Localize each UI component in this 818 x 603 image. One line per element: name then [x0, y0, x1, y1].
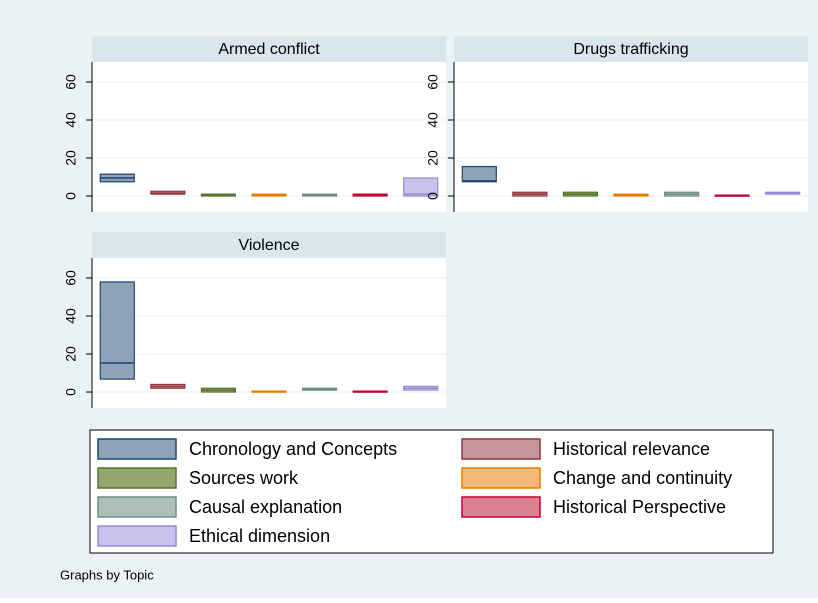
- plot-area: [454, 62, 808, 212]
- panel-title: Violence: [238, 237, 299, 254]
- legend-label: Change and continuity: [553, 468, 732, 488]
- legend-label: Chronology and Concepts: [189, 439, 397, 459]
- box: [461, 165, 497, 183]
- legend-swatch: [97, 438, 177, 460]
- y-tick-label: 40: [63, 308, 79, 324]
- plot-area: [92, 62, 446, 212]
- y-tick-label: 60: [425, 74, 441, 90]
- legend-label: Historical relevance: [553, 439, 710, 459]
- legend-swatch: [97, 525, 177, 547]
- panel-header: [454, 36, 808, 62]
- legend-swatch: [461, 496, 541, 518]
- legend-swatch: [461, 467, 541, 489]
- legend-label: Causal explanation: [189, 497, 342, 517]
- box: [403, 177, 439, 197]
- y-tick-label: 20: [425, 150, 441, 166]
- legend-box: [89, 429, 774, 554]
- y-tick-label: 0: [425, 192, 441, 200]
- note: Graphs by Topic: [60, 567, 154, 582]
- panel-header: [92, 36, 446, 62]
- panel-title: Drugs trafficking: [573, 41, 688, 58]
- legend-label: Ethical dimension: [189, 526, 330, 546]
- legend-swatch: [97, 467, 177, 489]
- legend-label: Historical Perspective: [553, 497, 726, 517]
- y-tick-label: 20: [63, 346, 79, 362]
- y-tick-label: 60: [63, 270, 79, 286]
- legend-swatch: [461, 438, 541, 460]
- legend-label: Sources work: [189, 468, 299, 488]
- y-tick-label: 40: [63, 112, 79, 128]
- y-tick-label: 0: [63, 192, 79, 200]
- box: [99, 281, 135, 380]
- y-tick-label: 20: [63, 150, 79, 166]
- y-tick-label: 40: [425, 112, 441, 128]
- panel-title: Armed conflict: [218, 41, 320, 58]
- legend-swatch: [97, 496, 177, 518]
- panel-header: [92, 232, 446, 258]
- y-tick-label: 60: [63, 74, 79, 90]
- y-tick-label: 0: [63, 388, 79, 396]
- plot-area: [92, 258, 446, 408]
